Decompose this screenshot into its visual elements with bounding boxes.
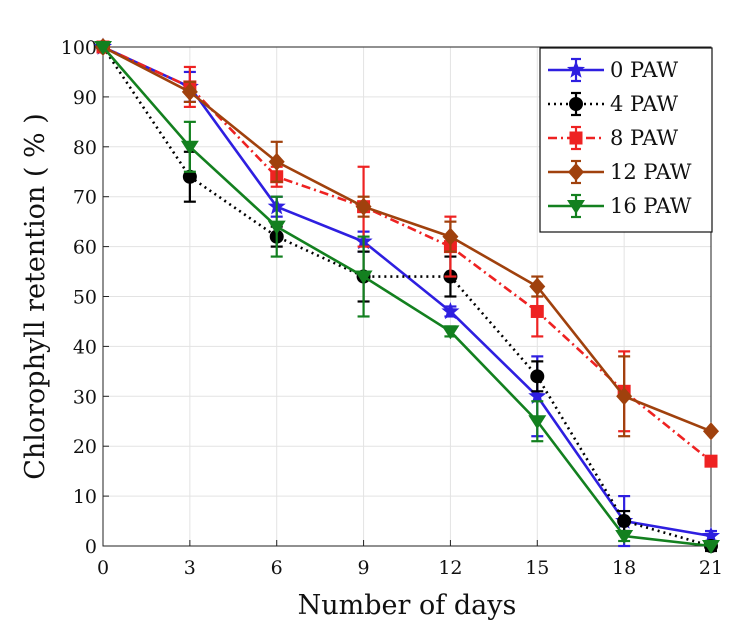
data-point <box>442 227 459 246</box>
legend-entry: 12 PAW <box>548 159 692 185</box>
y-tick-label: 20 <box>73 436 97 458</box>
data-point <box>94 41 112 55</box>
legend-marker <box>567 200 585 214</box>
legend-label: 8 PAW <box>610 126 679 150</box>
series-line <box>102 45 712 538</box>
legend-entry: 8 PAW <box>548 125 679 151</box>
data-point <box>615 530 634 545</box>
legend-label: 16 PAW <box>610 194 692 218</box>
legend-label: 4 PAW <box>610 92 679 116</box>
series-line <box>102 45 712 433</box>
y-tick-label: 90 <box>73 87 97 109</box>
legend-marker <box>569 131 583 145</box>
x-tick-label: 12 <box>438 557 462 579</box>
y-tick-label: 50 <box>73 287 97 309</box>
y-tick-label: 0 <box>85 536 97 558</box>
series-group <box>93 37 721 554</box>
data-point <box>704 454 718 468</box>
data-point <box>702 540 720 554</box>
data-point <box>354 270 373 285</box>
series-line <box>102 46 712 548</box>
legend-entry: 16 PAW <box>548 193 692 219</box>
y-tick-label: 40 <box>73 336 97 358</box>
x-axis-title: Number of days <box>298 590 517 621</box>
legend-marker <box>568 163 584 181</box>
y-tick-label: 30 <box>73 386 97 408</box>
data-point <box>355 197 372 216</box>
data-point <box>268 152 285 171</box>
y-tick-label: 70 <box>73 187 97 209</box>
y-tick-label: 60 <box>73 237 97 259</box>
data-point <box>267 220 286 235</box>
data-point <box>703 422 719 441</box>
data-point <box>528 386 547 404</box>
x-tick-label: 18 <box>612 557 636 579</box>
y-tick-label: 100 <box>61 37 97 59</box>
data-point <box>528 415 547 430</box>
series-12-paw <box>95 38 719 441</box>
legend-entry: 0 PAW <box>548 57 679 83</box>
y-axis-title: Chlorophyll retention ( % ) <box>20 113 51 480</box>
x-tick-label: 21 <box>699 557 723 579</box>
legend-marker <box>566 60 586 78</box>
legend-marker <box>569 97 583 111</box>
series-16-paw <box>94 41 720 554</box>
data-point <box>441 301 460 320</box>
data-point <box>616 387 633 406</box>
data-point <box>182 169 197 184</box>
data-point <box>617 514 632 529</box>
x-tick-label: 9 <box>358 557 370 579</box>
data-point <box>530 304 544 318</box>
y-tick-label: 10 <box>73 486 97 508</box>
x-tick-label: 3 <box>184 557 196 579</box>
y-tick-label: 80 <box>73 137 97 159</box>
legend-label: 12 PAW <box>610 160 692 184</box>
x-tick-label: 0 <box>97 557 109 579</box>
x-tick-label: 6 <box>271 557 283 579</box>
data-point <box>530 369 545 384</box>
axis-ticks: 0 3 6 9 12 15 18 21 0 10 20 30 40 50 60 70 80 90 100 <box>61 37 723 579</box>
legend: 0 PAW 4 PAW 8 PAW 12 PAW 16 PAW <box>539 47 713 233</box>
x-tick-label: 15 <box>525 557 549 579</box>
data-point <box>441 325 460 340</box>
data-point <box>701 526 721 544</box>
legend-entry: 4 PAW <box>548 91 679 117</box>
data-point <box>529 277 546 296</box>
data-point <box>181 82 198 101</box>
legend-label: 0 PAW <box>610 58 679 82</box>
data-point <box>180 140 199 155</box>
